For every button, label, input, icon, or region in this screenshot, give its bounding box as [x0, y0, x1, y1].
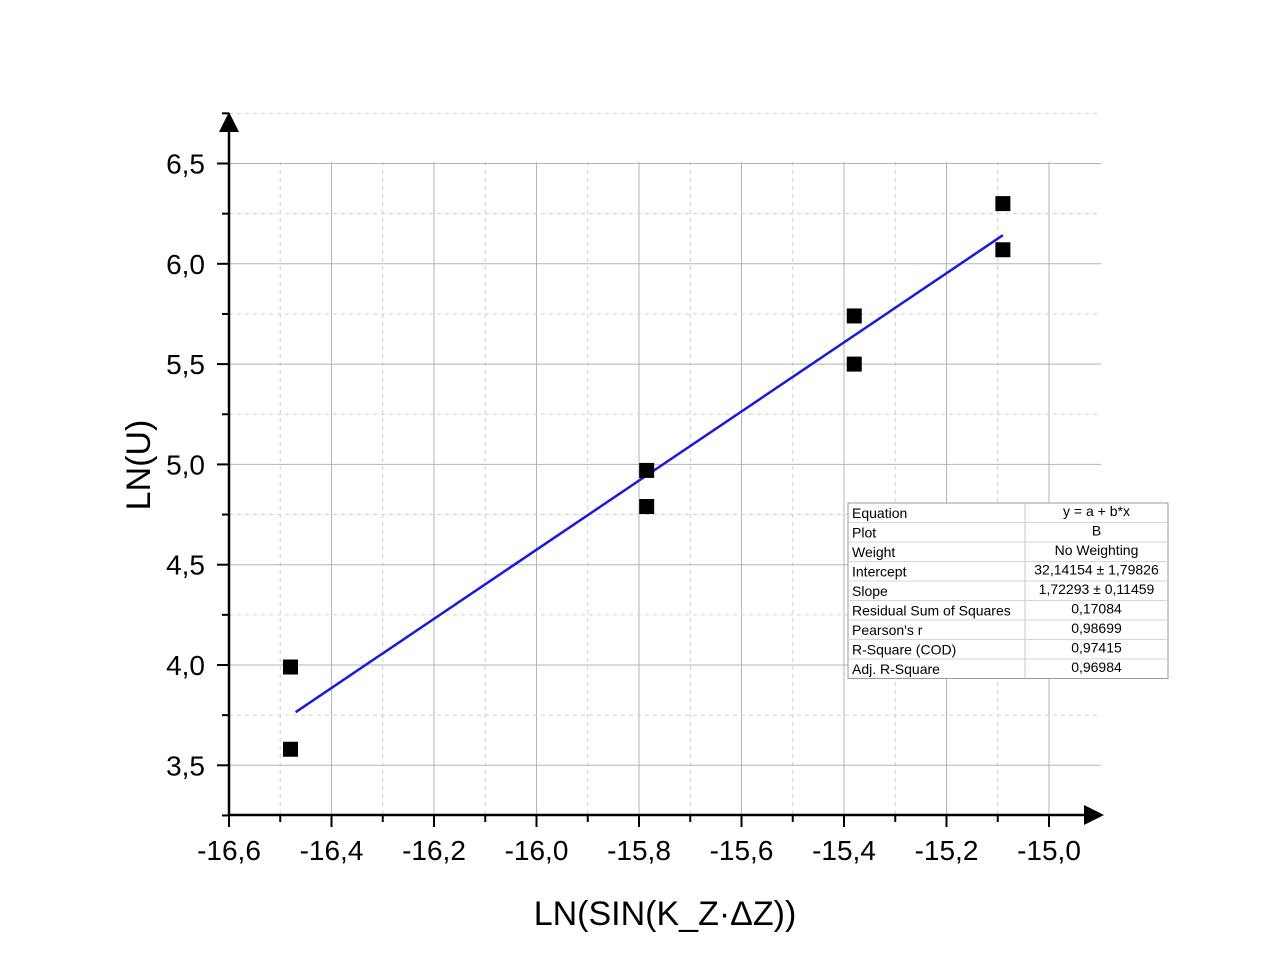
stats-table-value: 0,98699 — [1071, 620, 1122, 636]
stats-table-value: y = a + b*x — [1063, 503, 1130, 519]
y-tick-label: 5,5 — [166, 349, 205, 380]
tick-labels: -16,6 -16,4 -16,2 -16,0 -15,8 -15,6 -15,4 -15,2… — [166, 149, 1081, 867]
y-tick-label: 6,5 — [166, 149, 205, 180]
stats-table-value: 0,17084 — [1071, 601, 1122, 617]
data-point-square — [639, 462, 655, 478]
stats-table-label: Equation — [852, 505, 907, 521]
stats-table-label: R-Square (COD) — [852, 642, 956, 658]
data-point-square — [846, 308, 862, 324]
x-tick-label: -15,8 — [607, 835, 671, 866]
grid-lines — [229, 112, 1101, 815]
stats-table-value: 32,14154 ± 1,79826 — [1034, 562, 1159, 578]
x-tick-label: -16,6 — [197, 835, 261, 866]
stats-table-label: Weight — [852, 544, 895, 560]
stats-table-label: Pearson's r — [852, 622, 923, 638]
stats-table-value: 0,97415 — [1071, 640, 1122, 656]
x-tick-label: -15,2 — [915, 835, 979, 866]
x-tick-label: -16,4 — [300, 835, 364, 866]
stats-table-value: No Weighting — [1055, 542, 1139, 558]
stats-table-frame — [847, 502, 1169, 679]
x-tick-label: -15,0 — [1017, 835, 1081, 866]
tick-marks — [217, 112, 1050, 827]
stats-table-value: B — [1092, 523, 1101, 539]
x-tick-label: -16,2 — [402, 835, 466, 866]
y-tick-label: 6,0 — [166, 249, 205, 280]
y-tick-label: 3,5 — [166, 750, 205, 781]
fit-statistics-table: Equation y = a + b*x Plot B Weight No Weighti… — [847, 502, 1169, 679]
x-tick-label: -15,6 — [710, 835, 774, 866]
y-tick-label: 5,0 — [166, 449, 205, 480]
data-point-square — [995, 196, 1011, 212]
stats-table-label: Plot — [852, 525, 876, 541]
data-point-square — [846, 356, 862, 372]
y-tick-label: 4,5 — [166, 550, 205, 581]
data-point-square — [639, 499, 655, 515]
data-point-square — [283, 741, 298, 757]
stats-table-value: 0,96984 — [1071, 659, 1122, 675]
stats-table-label: Adj. R-Square — [852, 661, 940, 677]
stats-table-label: Residual Sum of Squares — [852, 603, 1011, 619]
x-tick-label: -16,0 — [505, 835, 569, 866]
stats-table-label: Slope — [852, 583, 888, 599]
data-point-square — [283, 659, 298, 675]
x-tick-label: -15,4 — [812, 835, 876, 866]
axes — [219, 112, 1104, 825]
stats-table-label: Intercept — [852, 564, 907, 580]
data-point-square — [995, 242, 1011, 258]
x-axis-arrow — [1084, 805, 1104, 825]
y-axis-title: LN(U) — [120, 420, 158, 511]
x-axis-title: LN(SIN(K_Z·ΔZ)) — [534, 895, 797, 933]
y-axis-arrow — [219, 112, 239, 132]
data-points — [283, 196, 1011, 757]
stats-table-value: 1,72293 ± 0,11459 — [1039, 581, 1155, 597]
y-tick-label: 4,0 — [166, 650, 205, 681]
